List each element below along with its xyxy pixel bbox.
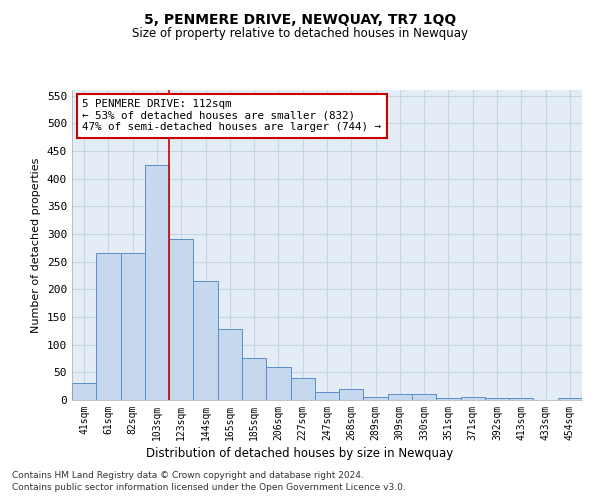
Bar — [364, 397, 388, 400]
Bar — [388, 394, 412, 400]
Bar — [121, 254, 145, 400]
Bar — [218, 329, 242, 400]
Bar — [266, 367, 290, 400]
Bar — [461, 397, 485, 400]
Text: Size of property relative to detached houses in Newquay: Size of property relative to detached ho… — [132, 28, 468, 40]
Bar — [339, 390, 364, 400]
Text: 5, PENMERE DRIVE, NEWQUAY, TR7 1QQ: 5, PENMERE DRIVE, NEWQUAY, TR7 1QQ — [144, 12, 456, 26]
Bar — [72, 384, 96, 400]
Bar — [436, 398, 461, 400]
Bar — [558, 398, 582, 400]
Bar — [145, 164, 169, 400]
Text: Contains public sector information licensed under the Open Government Licence v3: Contains public sector information licen… — [12, 483, 406, 492]
Text: Contains HM Land Registry data © Crown copyright and database right 2024.: Contains HM Land Registry data © Crown c… — [12, 470, 364, 480]
Text: 5 PENMERE DRIVE: 112sqm
← 53% of detached houses are smaller (832)
47% of semi-d: 5 PENMERE DRIVE: 112sqm ← 53% of detache… — [82, 100, 381, 132]
Bar — [193, 281, 218, 400]
Bar — [242, 358, 266, 400]
Bar — [290, 378, 315, 400]
Text: Distribution of detached houses by size in Newquay: Distribution of detached houses by size … — [146, 448, 454, 460]
Bar — [96, 254, 121, 400]
Y-axis label: Number of detached properties: Number of detached properties — [31, 158, 41, 332]
Bar — [315, 392, 339, 400]
Bar — [412, 394, 436, 400]
Bar — [169, 240, 193, 400]
Bar — [485, 398, 509, 400]
Bar — [509, 398, 533, 400]
